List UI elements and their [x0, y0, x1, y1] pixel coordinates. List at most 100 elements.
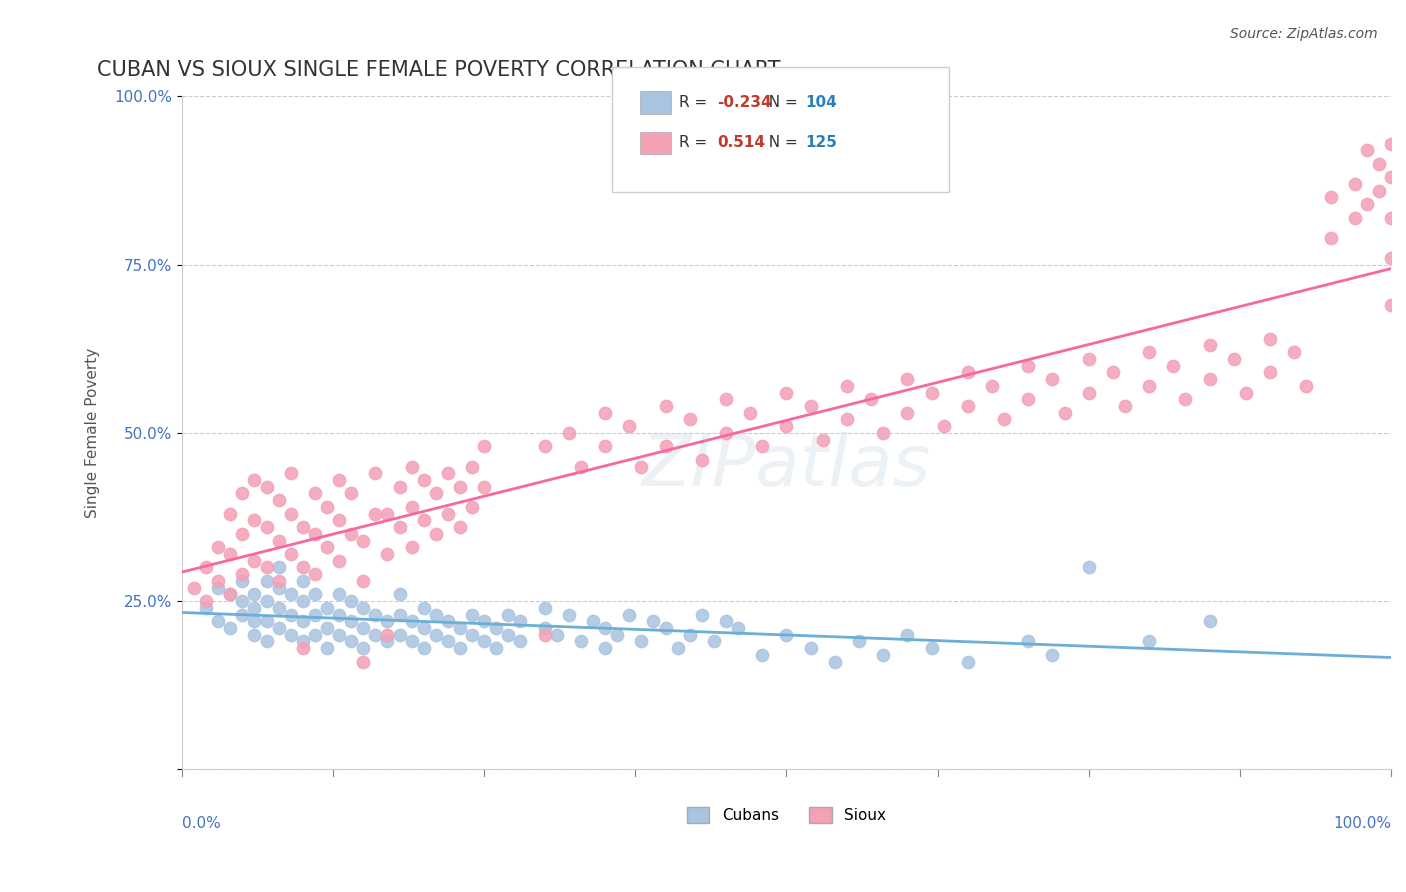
Point: [243, 628, 266, 642]
Point: [1379, 136, 1402, 151]
Point: [593, 406, 616, 420]
Point: [619, 607, 641, 622]
Point: [412, 513, 434, 527]
Point: [340, 594, 363, 608]
Point: [219, 507, 242, 521]
Point: [1344, 177, 1367, 191]
Point: [872, 648, 894, 662]
Point: [304, 587, 326, 601]
Point: [630, 459, 652, 474]
Point: [654, 439, 676, 453]
Point: [267, 581, 290, 595]
Point: [1355, 197, 1378, 211]
Point: [207, 615, 229, 629]
Point: [569, 634, 592, 648]
Point: [1137, 634, 1160, 648]
Point: [449, 480, 471, 494]
Point: [1284, 345, 1306, 359]
Point: [412, 600, 434, 615]
Point: [328, 554, 350, 568]
Point: [340, 634, 363, 648]
Point: [472, 480, 495, 494]
Point: [872, 425, 894, 440]
Point: [666, 641, 689, 656]
Point: [377, 547, 399, 561]
Point: [485, 641, 508, 656]
Point: [1379, 298, 1402, 312]
Point: [195, 600, 218, 615]
Point: [449, 621, 471, 635]
Text: N =: N =: [759, 136, 803, 150]
Point: [340, 526, 363, 541]
Point: [703, 634, 725, 648]
Point: [267, 533, 290, 548]
Point: [267, 621, 290, 635]
Point: [558, 607, 581, 622]
Point: [243, 615, 266, 629]
Point: [775, 385, 797, 400]
Point: [267, 574, 290, 588]
Point: [533, 439, 555, 453]
Point: [775, 419, 797, 434]
Point: [848, 634, 870, 648]
Point: [340, 486, 363, 500]
Point: [316, 600, 339, 615]
Point: [1344, 211, 1367, 225]
Point: [509, 615, 531, 629]
Point: [533, 621, 555, 635]
Point: [593, 439, 616, 453]
Point: [896, 406, 918, 420]
Point: [219, 587, 242, 601]
Point: [800, 641, 823, 656]
Point: [582, 615, 605, 629]
Point: [740, 406, 762, 420]
Point: [1198, 338, 1220, 352]
Point: [243, 513, 266, 527]
Point: [461, 500, 484, 514]
Point: [630, 634, 652, 648]
Point: [1223, 351, 1246, 366]
Point: [1017, 359, 1039, 373]
Point: [437, 507, 460, 521]
Point: [714, 615, 737, 629]
Point: [256, 574, 278, 588]
Point: [243, 554, 266, 568]
Point: [1077, 560, 1099, 574]
Point: [364, 507, 387, 521]
Point: [195, 594, 218, 608]
Point: [593, 641, 616, 656]
Point: [546, 628, 568, 642]
Point: [1319, 231, 1341, 245]
Point: [352, 655, 374, 669]
Point: [304, 567, 326, 582]
Point: [231, 607, 253, 622]
Point: [690, 452, 713, 467]
Point: [1379, 251, 1402, 265]
Text: Source: ZipAtlas.com: Source: ZipAtlas.com: [1230, 27, 1378, 41]
Point: [824, 655, 846, 669]
Point: [401, 500, 423, 514]
Point: [280, 607, 302, 622]
Point: [195, 560, 218, 574]
Point: [714, 425, 737, 440]
Point: [1174, 392, 1197, 407]
Point: [690, 607, 713, 622]
Point: [461, 628, 484, 642]
Text: 104: 104: [806, 95, 838, 110]
Point: [412, 621, 434, 635]
Point: [1017, 392, 1039, 407]
Point: [304, 486, 326, 500]
Point: [593, 621, 616, 635]
Point: [1137, 345, 1160, 359]
Point: [1042, 648, 1064, 662]
Point: [280, 467, 302, 481]
Point: [437, 615, 460, 629]
Point: [328, 587, 350, 601]
Text: 125: 125: [806, 136, 838, 150]
Text: R =: R =: [679, 136, 713, 150]
Point: [401, 459, 423, 474]
Point: [401, 615, 423, 629]
Point: [377, 615, 399, 629]
Point: [377, 634, 399, 648]
Point: [461, 607, 484, 622]
